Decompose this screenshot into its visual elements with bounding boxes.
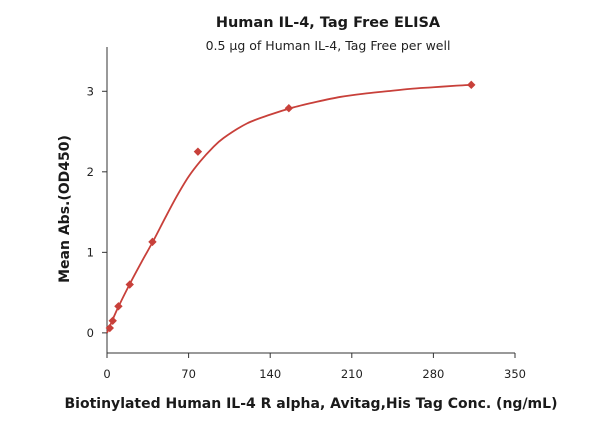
y-axis-title: Mean Abs.(OD450) bbox=[57, 135, 73, 283]
data-point bbox=[105, 323, 114, 333]
y-tick-label: 0 bbox=[87, 326, 94, 340]
y-tick-label: 1 bbox=[87, 245, 94, 259]
data-point bbox=[114, 302, 123, 311]
x-tick-label: 280 bbox=[422, 367, 444, 381]
x-tick-label: 140 bbox=[259, 367, 281, 381]
x-tick-label: 70 bbox=[181, 367, 196, 381]
y-tick-label: 3 bbox=[87, 84, 94, 98]
x-tick-label: 0 bbox=[103, 367, 110, 381]
chart-title: Human IL-4, Tag Free ELISA bbox=[216, 15, 441, 31]
data-point bbox=[467, 80, 476, 90]
fit-curve bbox=[106, 83, 472, 334]
data-point bbox=[125, 280, 134, 289]
y-ticks: 0 1 2 3 bbox=[87, 84, 107, 340]
data-point bbox=[148, 237, 157, 247]
data-point bbox=[284, 104, 294, 113]
data-point bbox=[193, 147, 203, 156]
x-tick-label: 210 bbox=[341, 367, 363, 381]
chart-subtitle: 0.5 µg of Human IL-4, Tag Free per well bbox=[206, 38, 451, 53]
x-tick-label: 350 bbox=[504, 367, 526, 381]
x-axis-title: Biotinylated Human IL-4 R alpha, Avitag,… bbox=[65, 396, 558, 412]
x-ticks: 0 70 140 210 280 350 bbox=[103, 353, 526, 381]
data-point bbox=[108, 316, 117, 325]
data-points bbox=[105, 80, 476, 333]
axes bbox=[106, 47, 515, 354]
y-tick-label: 2 bbox=[87, 165, 94, 179]
